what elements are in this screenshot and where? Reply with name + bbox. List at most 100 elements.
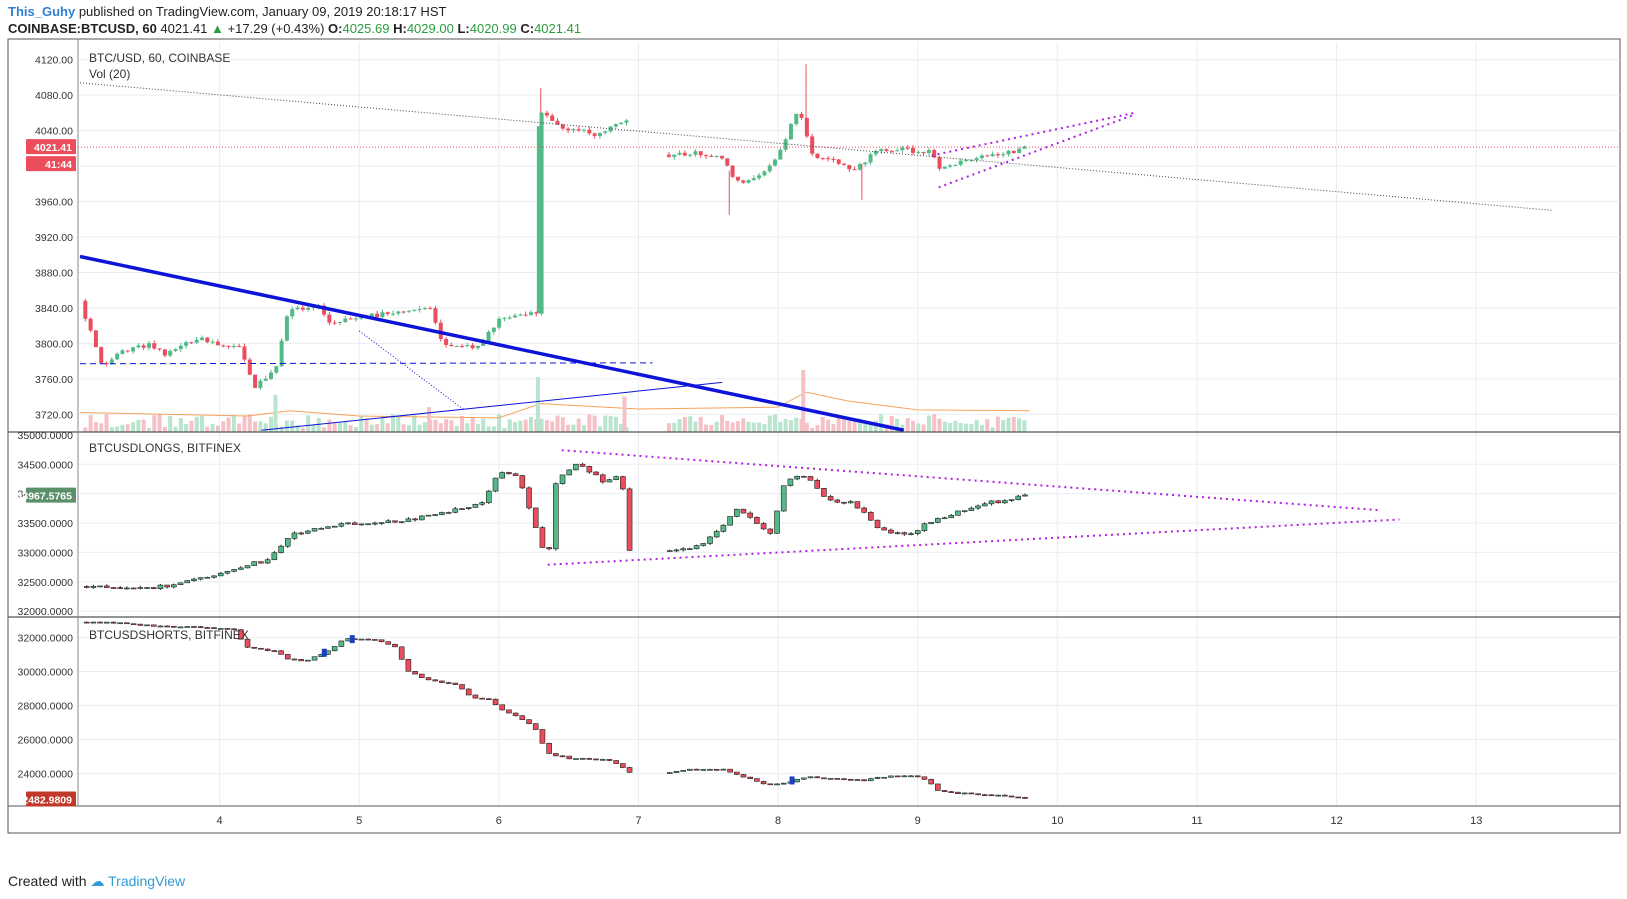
candle-body[interactable] xyxy=(733,771,740,775)
candle-body[interactable] xyxy=(327,314,332,323)
candle-body[interactable] xyxy=(693,545,700,550)
candle-body[interactable] xyxy=(472,694,479,699)
candle-body[interactable] xyxy=(164,625,170,628)
candle-body[interactable] xyxy=(194,339,199,343)
candle-body[interactable] xyxy=(787,478,794,487)
candle-body[interactable] xyxy=(238,629,244,640)
candle-body[interactable] xyxy=(852,169,857,171)
candle-body[interactable] xyxy=(831,159,836,161)
candle-body[interactable] xyxy=(271,552,278,561)
candle-body[interactable] xyxy=(204,576,211,579)
candle-body[interactable] xyxy=(502,317,507,319)
candle-body[interactable] xyxy=(152,343,157,349)
candle-body[interactable] xyxy=(479,697,485,700)
candle-body[interactable] xyxy=(532,507,539,528)
candle-body[interactable] xyxy=(979,155,984,159)
candle-body[interactable] xyxy=(606,759,613,761)
candle-body[interactable] xyxy=(331,525,338,528)
candle-body[interactable] xyxy=(405,518,412,522)
candle-body[interactable] xyxy=(928,779,934,785)
candle-body[interactable] xyxy=(826,158,831,160)
candle-body[interactable] xyxy=(780,485,787,512)
candle-body[interactable] xyxy=(932,150,937,158)
candle-body[interactable] xyxy=(801,475,807,478)
candle-body[interactable] xyxy=(968,792,975,795)
candle-body[interactable] xyxy=(224,571,231,574)
candle-body[interactable] xyxy=(251,561,258,566)
candle-body[interactable] xyxy=(439,512,445,515)
candle-body[interactable] xyxy=(162,349,167,356)
candle-body[interactable] xyxy=(83,586,90,588)
candle-body[interactable] xyxy=(928,522,934,525)
candle-body[interactable] xyxy=(985,155,990,157)
candle-body[interactable] xyxy=(586,466,593,473)
candle-body[interactable] xyxy=(740,774,747,778)
candle-body[interactable] xyxy=(173,349,178,351)
candle-body[interactable] xyxy=(900,147,905,151)
candle-body[interactable] xyxy=(475,345,480,349)
candle-body[interactable] xyxy=(284,654,291,660)
candle-body[interactable] xyxy=(626,767,633,773)
candle-body[interactable] xyxy=(1015,495,1022,500)
candle-body[interactable] xyxy=(481,341,486,346)
candle-body[interactable] xyxy=(888,529,894,534)
candle-body[interactable] xyxy=(539,527,546,548)
candle-body[interactable] xyxy=(762,171,767,176)
candle-body[interactable] xyxy=(921,523,928,531)
candle-body[interactable] xyxy=(211,627,217,629)
candle-body[interactable] xyxy=(964,159,969,161)
candle-body[interactable] xyxy=(894,532,901,534)
candle-body[interactable] xyxy=(687,768,693,771)
candle-body[interactable] xyxy=(550,115,555,121)
candle-body[interactable] xyxy=(608,126,613,132)
candle-body[interactable] xyxy=(603,131,608,133)
candle-body[interactable] xyxy=(497,318,502,328)
candle-body[interactable] xyxy=(613,124,618,127)
candle-body[interactable] xyxy=(566,469,573,476)
candle-body[interactable] xyxy=(491,327,496,332)
candle-body[interactable] xyxy=(197,577,204,580)
candle-body[interactable] xyxy=(778,149,783,160)
candle-body[interactable] xyxy=(168,350,173,356)
candle-body[interactable] xyxy=(365,523,371,526)
candle-body[interactable] xyxy=(460,346,465,348)
candle-body[interactable] xyxy=(807,776,814,779)
candle-body[interactable] xyxy=(975,793,981,796)
candle-body[interactable] xyxy=(908,533,914,535)
candle-body[interactable] xyxy=(146,343,151,348)
candle-body[interactable] xyxy=(331,646,338,652)
candle-body[interactable] xyxy=(191,626,197,628)
candle-body[interactable] xyxy=(727,516,733,526)
candle-body[interactable] xyxy=(454,346,459,348)
candle-body[interactable] xyxy=(682,152,687,156)
candle-body[interactable] xyxy=(889,150,894,152)
candle-body[interactable] xyxy=(868,512,874,521)
trendline-purple[interactable] xyxy=(561,449,1379,512)
candle-body[interactable] xyxy=(157,348,162,350)
candle-body[interactable] xyxy=(459,508,465,511)
candle-body[interactable] xyxy=(298,532,304,535)
candle-body[interactable] xyxy=(767,165,772,172)
candle-body[interactable] xyxy=(412,671,418,675)
candle-body[interactable] xyxy=(298,659,304,662)
candle-body[interactable] xyxy=(1008,795,1015,798)
candle-body[interactable] xyxy=(486,698,492,701)
candle-body[interactable] xyxy=(242,346,247,360)
candle-body[interactable] xyxy=(881,776,888,779)
candle-body[interactable] xyxy=(988,794,995,797)
candle-body[interactable] xyxy=(559,755,566,758)
candle-body[interactable] xyxy=(942,166,947,169)
candle-body[interactable] xyxy=(821,488,827,497)
candle-body[interactable] xyxy=(754,778,760,782)
candle-body[interactable] xyxy=(881,527,888,531)
candle-body[interactable] xyxy=(391,313,396,315)
candle-body[interactable] xyxy=(546,742,552,754)
candle-body[interactable] xyxy=(325,526,331,529)
candle-body[interactable] xyxy=(412,309,417,311)
longs-pane[interactable] xyxy=(83,449,1400,590)
candle-body[interactable] xyxy=(780,782,787,785)
candle-body[interactable] xyxy=(854,501,861,509)
candle-body[interactable] xyxy=(506,472,512,475)
candle-body[interactable] xyxy=(767,528,774,534)
candle-body[interactable] xyxy=(606,479,613,483)
